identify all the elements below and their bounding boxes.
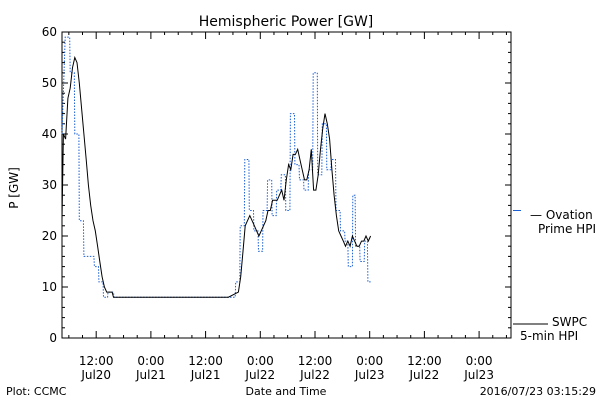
- x-tick-label-time: 0:00: [247, 354, 274, 368]
- series-line-swpc-5-min-hpi: [61, 55, 372, 298]
- x-tick-label-date: Jul23: [463, 368, 494, 382]
- x-tick-label-date: Jul20: [80, 368, 111, 382]
- x-tick-label-date: Jul21: [135, 368, 166, 382]
- y-tick-label: 30: [42, 178, 57, 192]
- y-tick-label: 0: [49, 331, 57, 345]
- x-tick-label-time: 0:00: [137, 354, 164, 368]
- x-axis-label: Date and Time: [246, 385, 327, 398]
- y-axis-ticks: 0 10 20 30 40 50 60: [42, 25, 511, 345]
- series-layer: [61, 36, 521, 298]
- plot-credit: Plot: CCMC: [6, 385, 67, 398]
- y-tick-label: 60: [42, 25, 57, 39]
- x-tick-label-date: Jul21: [190, 368, 221, 382]
- x-tick-label-date: Jul22: [409, 368, 440, 382]
- legend-ovation-line2: Prime HPI: [538, 222, 596, 236]
- x-tick-label-time: 12:00: [298, 354, 333, 368]
- chart-title: Hemispheric Power [GW]: [199, 14, 374, 30]
- x-tick-label-time: 12:00: [407, 354, 442, 368]
- legend-swpc-line2: 5-min HPI: [520, 329, 578, 343]
- x-tick-label-time: 12:00: [79, 354, 114, 368]
- y-tick-label: 10: [42, 280, 57, 294]
- y-tick-label: 50: [42, 76, 57, 90]
- x-tick-label-time: 0:00: [356, 354, 383, 368]
- y-tick-label: 40: [42, 127, 57, 141]
- x-axis-ticks: 12:00Jul200:00Jul2112:00Jul210:00Jul2212…: [68, 32, 507, 382]
- x-tick-label-date: Jul22: [244, 368, 275, 382]
- x-tick-label-time: 0:00: [466, 354, 493, 368]
- x-tick-label-date: Jul23: [354, 368, 385, 382]
- y-axis-label: P [GW]: [7, 167, 21, 209]
- y-tick-label: 20: [42, 229, 57, 243]
- series-line-ovation-prime-hpi: [61, 36, 372, 298]
- plot-timestamp: 2016/07/23 03:15:29: [480, 385, 596, 398]
- legend-swpc-line1: SWPC: [552, 315, 587, 329]
- x-tick-label-date: Jul22: [299, 368, 330, 382]
- x-tick-label-time: 12:00: [188, 354, 223, 368]
- legend-ovation-line1: — Ovation: [530, 208, 593, 222]
